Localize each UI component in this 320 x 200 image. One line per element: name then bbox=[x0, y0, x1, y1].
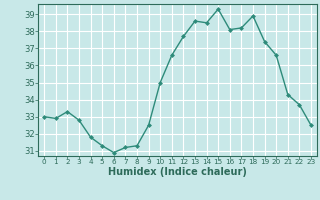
X-axis label: Humidex (Indice chaleur): Humidex (Indice chaleur) bbox=[108, 167, 247, 177]
